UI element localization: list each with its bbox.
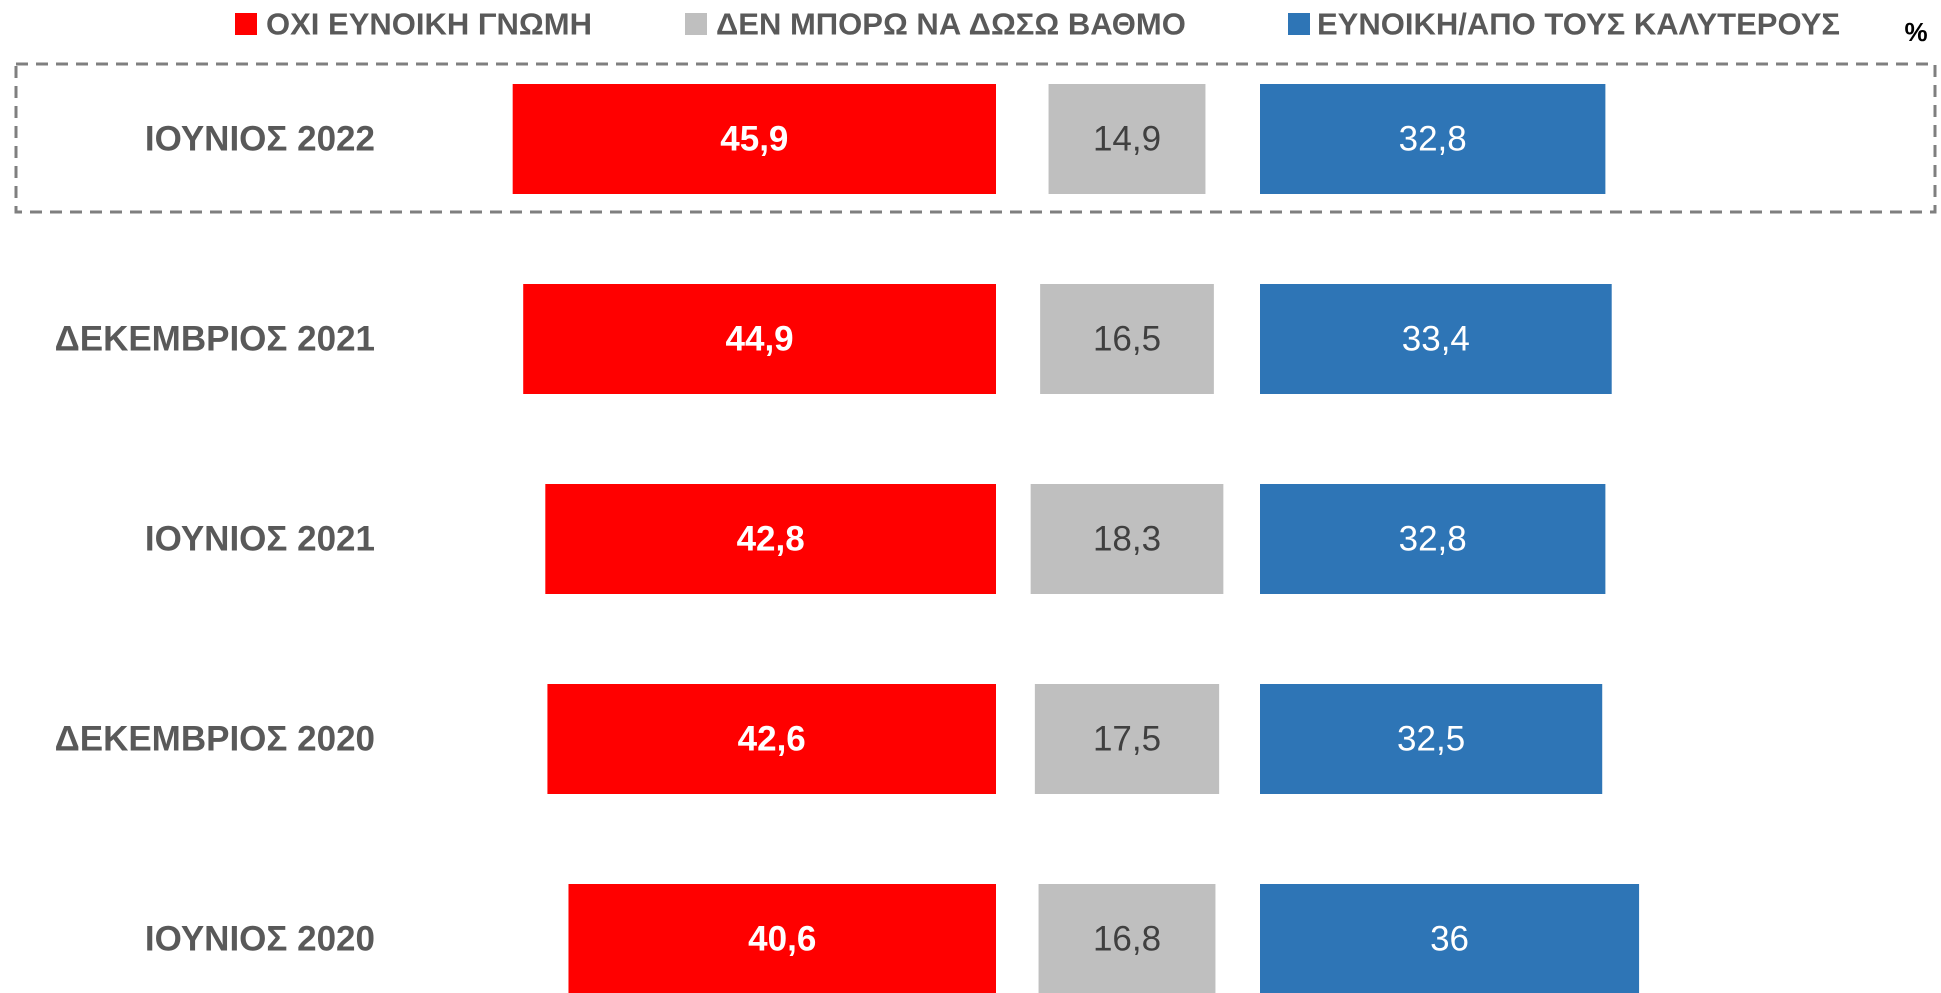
bar	[1260, 284, 1612, 394]
value-label: 36	[1430, 920, 1469, 959]
category-label: ΙΟΥΝΙΟΣ 2022	[145, 120, 375, 159]
legend-label: ΕΥΝΟΙΚΗ/ΑΠΟ ΤΟΥΣ ΚΑΛΥΤΕΡΟΥΣ	[1317, 7, 1840, 42]
category-label: ΔΕΚΕΜΒΡΙΟΣ 2021	[55, 320, 375, 359]
bar	[547, 684, 996, 794]
bar	[1040, 284, 1214, 394]
legend-swatch	[685, 13, 707, 35]
bar	[1260, 884, 1640, 993]
bar	[1260, 684, 1603, 794]
value-label: 45,9	[720, 120, 788, 159]
category-label: ΙΟΥΝΙΟΣ 2020	[145, 920, 375, 959]
category-label: ΙΟΥΝΙΟΣ 2021	[145, 520, 375, 559]
bar	[1030, 484, 1224, 594]
value-label: 16,8	[1093, 920, 1161, 959]
value-label: 18,3	[1093, 520, 1161, 559]
bar	[545, 484, 996, 594]
value-label: 32,8	[1399, 520, 1467, 559]
legend-label: ΔΕΝ ΜΠΟΡΩ ΝΑ ΔΩΣΩ ΒΑΘΜΟ	[716, 7, 1186, 42]
bar	[1034, 684, 1220, 794]
value-label: 32,8	[1399, 120, 1467, 159]
highlight-box	[14, 62, 1937, 214]
value-label: 16,5	[1093, 320, 1161, 359]
value-label: 32,5	[1397, 720, 1465, 759]
legend-label: ΟΧΙ ΕΥΝΟΙΚΗ ΓΝΩΜΗ	[266, 7, 592, 42]
value-label: 42,8	[737, 520, 805, 559]
unit-label: %	[1904, 17, 1927, 47]
bar	[512, 84, 996, 194]
value-label: 17,5	[1093, 720, 1161, 759]
value-label: 33,4	[1402, 320, 1470, 359]
value-label: 14,9	[1093, 120, 1161, 159]
bar	[1038, 884, 1216, 993]
value-label: 40,6	[748, 920, 816, 959]
category-label: ΔΕΚΕΜΒΡΙΟΣ 2020	[55, 720, 375, 759]
value-label: 44,9	[726, 320, 794, 359]
bar	[1048, 84, 1206, 194]
legend-swatch	[1288, 13, 1310, 35]
bar	[1260, 84, 1606, 194]
legend-swatch	[235, 13, 257, 35]
bar	[568, 884, 996, 993]
bar	[1260, 484, 1606, 594]
value-label: 42,6	[738, 720, 806, 759]
bar	[523, 284, 996, 394]
